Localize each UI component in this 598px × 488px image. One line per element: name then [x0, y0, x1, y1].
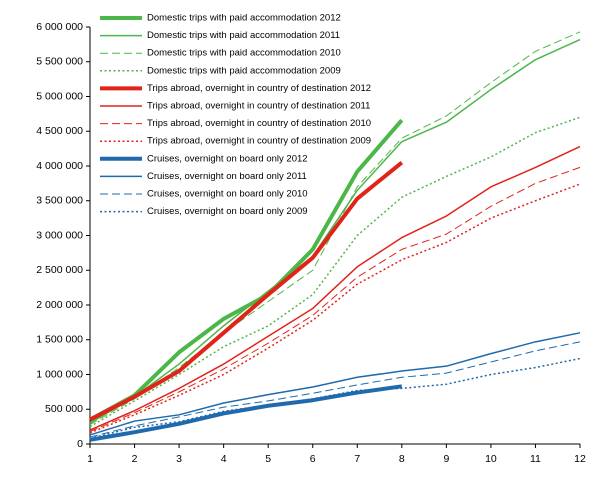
y-tick-label: 4 500 000 — [36, 125, 83, 137]
y-tick-label: 1 500 000 — [36, 334, 83, 346]
y-tick-label: 4 000 000 — [36, 160, 83, 172]
x-tick-label: 7 — [354, 453, 360, 465]
x-tick-label: 10 — [485, 453, 497, 465]
y-tick-label: 0 — [77, 438, 83, 450]
x-tick-label: 12 — [574, 453, 586, 465]
x-tick-label: 5 — [265, 453, 271, 465]
series-line — [89, 166, 581, 432]
series-line — [89, 145, 581, 431]
legend-label: Cruises, overnight on board only 2009 — [147, 206, 308, 217]
series-line — [89, 116, 581, 428]
legend-label: Cruises, overnight on board only 2011 — [147, 171, 307, 182]
x-tick-label: 6 — [310, 453, 316, 465]
legend-label: Cruises, overnight on board only 2010 — [147, 189, 308, 200]
legend-label: Domestic trips with paid accommodation 2… — [147, 30, 340, 41]
legend-label: Trips abroad, overnight in country of de… — [147, 101, 370, 112]
series-line — [89, 341, 581, 438]
series-line — [89, 384, 403, 442]
series-line — [89, 160, 404, 422]
x-tick-label: 3 — [176, 453, 182, 465]
y-tick-label: 5 500 000 — [36, 56, 83, 68]
legend-label: Cruises, overnight on board only 2012 — [147, 153, 308, 164]
legend-label: Domestic trips with paid accommodation 2… — [147, 13, 341, 24]
legend-label: Domestic trips with paid accommodation 2… — [147, 48, 341, 59]
y-tick-label: 3 000 000 — [36, 229, 83, 241]
series-line — [89, 118, 404, 422]
y-tick-label: 500 000 — [45, 403, 83, 415]
series-line — [89, 183, 581, 434]
x-tick-label: 2 — [132, 453, 138, 465]
x-tick-label: 9 — [443, 453, 449, 465]
x-tick-label: 8 — [399, 453, 405, 465]
x-tick-label: 1 — [87, 453, 93, 465]
legend-label: Trips abroad, overnight in country of de… — [147, 83, 371, 94]
legend-label: Trips abroad, overnight in country of de… — [147, 118, 371, 129]
legend-label: Trips abroad, overnight in country of de… — [147, 136, 371, 147]
series-line — [89, 357, 581, 440]
y-tick-label: 2 000 000 — [36, 299, 83, 311]
y-tick-label: 3 500 000 — [36, 195, 83, 207]
y-tick-label: 1 000 000 — [36, 368, 83, 380]
x-tick-label: 4 — [221, 453, 227, 465]
y-tick-label: 2 500 000 — [36, 264, 83, 276]
series-line — [89, 332, 581, 436]
y-tick-label: 5 000 000 — [36, 90, 83, 102]
x-tick-label: 11 — [530, 453, 541, 465]
y-tick-label: 6 000 000 — [36, 21, 83, 33]
legend-label: Domestic trips with paid accommodation 2… — [147, 65, 341, 76]
series-line — [89, 38, 581, 424]
